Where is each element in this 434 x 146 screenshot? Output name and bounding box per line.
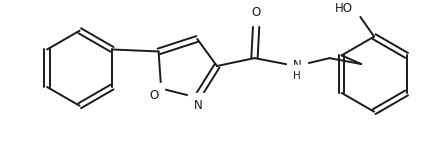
Text: HO: HO [334,2,352,15]
Text: H: H [293,71,301,81]
Text: N: N [194,99,203,112]
Text: N: N [293,59,301,72]
Text: O: O [150,89,159,102]
Text: O: O [252,6,261,19]
